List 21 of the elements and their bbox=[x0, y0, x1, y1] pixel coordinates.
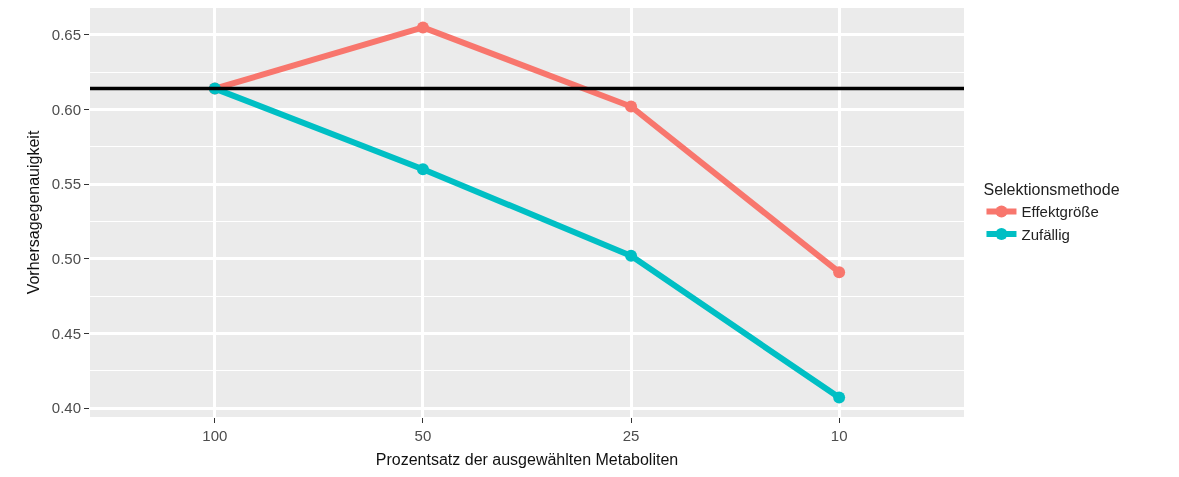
x-tick-label: 25 bbox=[622, 427, 640, 444]
x-tick-label: 10 bbox=[830, 427, 848, 444]
point bbox=[416, 163, 429, 176]
legend-label: Effektgröße bbox=[1021, 203, 1099, 221]
y-tick-label: 0.60 bbox=[51, 100, 81, 118]
point bbox=[833, 391, 846, 404]
y-tick-label: 0.65 bbox=[51, 26, 81, 44]
point bbox=[625, 249, 638, 262]
point bbox=[625, 100, 638, 113]
legend-label: Zufällig bbox=[1021, 225, 1070, 243]
y-tick-label: 0.40 bbox=[51, 399, 81, 417]
x-tick-label: 100 bbox=[202, 427, 228, 444]
y-tick-label: 0.55 bbox=[51, 175, 81, 193]
legend-title: Selektionsmethode bbox=[983, 181, 1120, 199]
y-axis-title: Vorhersagegenauigkeit bbox=[24, 130, 42, 295]
point bbox=[833, 266, 846, 279]
x-tick-label: 50 bbox=[414, 427, 432, 444]
y-tick-label: 0.50 bbox=[51, 250, 81, 268]
y-tick-label: 0.45 bbox=[51, 324, 81, 342]
x-axis-title: Prozentsatz der ausgewählten Metaboliten bbox=[375, 450, 679, 468]
point bbox=[416, 21, 429, 34]
